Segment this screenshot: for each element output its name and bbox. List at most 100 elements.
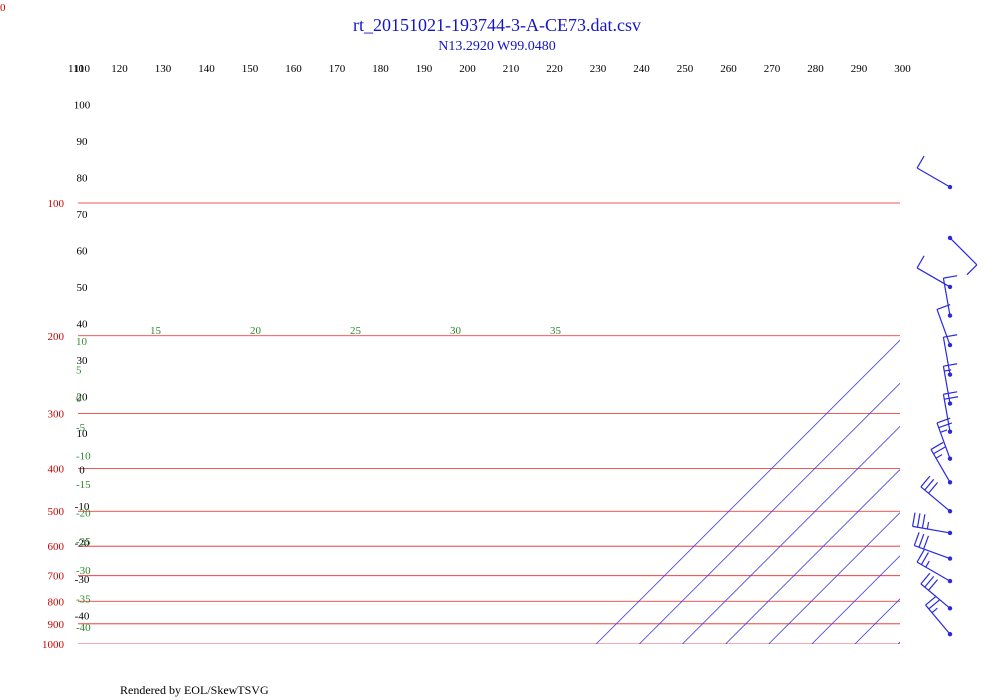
corner-label: 0: [0, 2, 6, 14]
moist-adiabat-label: 25: [350, 325, 362, 337]
wind-barb-flag: [930, 441, 944, 450]
wind-barb-staff: [920, 486, 951, 512]
footer-credit: Rendered by EOL/SkewTSVG: [120, 683, 269, 697]
pressure-tick-label: 800: [48, 596, 65, 608]
wind-barb-flag: [928, 482, 939, 494]
dry-adiabat-label: 70: [77, 209, 89, 221]
wind-barb-staff: [916, 561, 951, 582]
wind-barb-flag: [943, 363, 958, 367]
wind-barb-flag: [928, 599, 940, 610]
wind-barb-flag: [920, 552, 929, 565]
wind-barb-flag: [916, 549, 925, 563]
moist-adiabat-label: 0: [76, 393, 82, 405]
moist-adiabat-label: 30: [450, 325, 462, 337]
moist-adiabat-label: -40: [76, 622, 91, 634]
wind-barb-staff: [942, 394, 951, 432]
wind-barb-half-flag: [926, 521, 930, 530]
top-axis-tick-label: 130: [155, 63, 172, 75]
wind-barb-flag: [943, 334, 958, 338]
grid-labels: 1002003004005006007008009001000110100908…: [42, 63, 911, 651]
pressure-tick-label: 1000: [42, 639, 65, 651]
dry-adiabat-label: 10: [77, 428, 89, 440]
wind-barb-half-flag: [925, 560, 930, 568]
moist-adiabat-label: 10: [76, 336, 88, 348]
wind-barb-staff: [949, 237, 978, 266]
moist-adiabat-label: -35: [76, 593, 91, 605]
moist-adiabat-label: -5: [76, 422, 86, 434]
wind-barb-flag: [916, 155, 925, 169]
isotherm-line: [768, 512, 900, 644]
pressure-tick-label: 100: [48, 198, 65, 210]
wind-barb-flag: [924, 478, 935, 491]
isotherm-line: [941, 135, 1000, 644]
wind-barb-flag: [923, 535, 930, 550]
top-axis-tick-label: 240: [633, 63, 650, 75]
moist-adiabat-label: 35: [550, 325, 562, 337]
dry-adiabat-label: 0: [79, 465, 85, 477]
wind-barb-half-flag: [935, 454, 943, 459]
dry-adiabat-label: -20: [75, 538, 90, 550]
top-axis-tick-label: 120: [111, 63, 128, 75]
moist-adiabat-label: -30: [76, 565, 91, 577]
wind-barb-staff: [942, 278, 951, 316]
wind-barb-flag: [918, 533, 925, 548]
wind-barb-half-flag: [944, 369, 952, 372]
wind-barb-flag: [920, 475, 931, 488]
dry-adiabat-label: 20: [77, 392, 89, 404]
wind-barb-flag: [925, 595, 937, 606]
isotherm-line: [897, 641, 900, 644]
dry-adiabat-label: 60: [77, 246, 89, 258]
wind-barb-flag: [966, 264, 978, 276]
isotherm-line: [682, 425, 900, 644]
wind-barb-flag: [943, 275, 958, 279]
dry-adiabat-label: -10: [75, 501, 90, 513]
wind-barb-flag: [916, 255, 925, 269]
moist-adiabat-label: -10: [76, 450, 91, 462]
isotherm-line: [595, 339, 900, 644]
dry-adiabat-label: -30: [75, 574, 90, 586]
top-axis-tick-label: 250: [677, 63, 694, 75]
wind-barb-flag: [936, 417, 951, 424]
moist-adiabat-label: 5: [76, 365, 82, 377]
wind-barb-flag: [928, 579, 939, 591]
dry-adiabat-label: 100: [74, 100, 91, 112]
moist-adiabat-label: -20: [76, 508, 91, 520]
wind-barb-flag: [938, 422, 953, 429]
moist-adiabat-label: -25: [76, 536, 91, 548]
isotherm-line: [638, 382, 900, 644]
pressure-tick-label: 500: [48, 506, 65, 518]
dry-adiabat-label: 80: [77, 173, 89, 185]
moist-adiabat-label: -15: [76, 479, 91, 491]
chart-title: rt_20151021-193744-3-A-CE73.dat.csv: [353, 15, 641, 35]
dry-adiabat-label: 90: [77, 136, 89, 148]
isotherm-line: [725, 468, 900, 644]
wind-barb-flag: [921, 514, 926, 529]
isotherm-line: [811, 555, 900, 644]
wind-barb-staff: [912, 525, 951, 534]
top-axis-tick-label: 200: [459, 63, 476, 75]
dry-adiabat-label: 30: [77, 355, 89, 367]
top-axis-tick-label: 190: [416, 63, 433, 75]
wind-barb-staff: [925, 604, 951, 635]
wind-barb-half-flag: [931, 607, 938, 614]
wind-barb-flag: [916, 513, 921, 528]
wind-barb-flag: [911, 512, 916, 527]
wind-barb-staff: [916, 167, 951, 188]
top-axis-tick-label: 150: [242, 63, 259, 75]
wind-barb-half-flag: [940, 429, 948, 433]
top-axis-tick-label: 160: [285, 63, 302, 75]
moist-adiabat-label: 15: [150, 325, 162, 337]
wind-barb-flag: [943, 391, 958, 395]
wind-barb-staff: [914, 544, 951, 560]
top-axis-tick-label: 140: [198, 63, 215, 75]
thermo-grid: [78, 135, 1000, 644]
top-axis-tick-label: 300: [894, 63, 911, 75]
pressure-tick-label: 600: [48, 541, 65, 553]
wind-barb-staff: [942, 366, 951, 404]
wind-barbs: [911, 155, 978, 637]
wind-barb-flag: [924, 575, 935, 588]
wind-barb-flag: [913, 532, 920, 546]
dry-adiabat-label: 50: [77, 282, 89, 294]
wind-barb-staff: [942, 337, 951, 375]
